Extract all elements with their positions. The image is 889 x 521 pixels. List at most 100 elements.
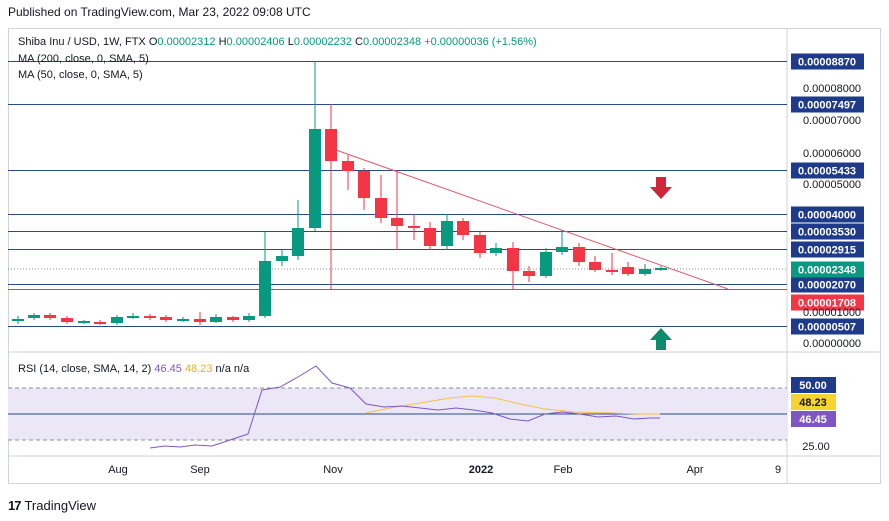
ma200-legend[interactable]: MA (200, close, 0, SMA, 5) <box>18 53 149 65</box>
level-badge-6 <box>791 276 864 293</box>
candle-3[interactable] <box>61 316 73 324</box>
x-tick-6: 9 <box>775 464 781 476</box>
rsi-ma-badge <box>791 394 836 410</box>
candle-25[interactable] <box>424 222 436 250</box>
resistance-label: 0.00001708 <box>798 298 856 310</box>
ma50-legend[interactable]: MA (50, close, 0, SMA, 5) <box>18 69 143 81</box>
candle-26[interactable] <box>441 214 453 250</box>
x-tick-0: Aug <box>108 464 128 476</box>
level-label-4: 0.00003530 <box>798 227 856 239</box>
level-badge-1 <box>791 96 864 113</box>
low-label: L <box>287 36 294 48</box>
rsi-25-tick: 25.00 <box>802 441 830 453</box>
x-tick-4: Feb <box>554 464 573 476</box>
candle-5[interactable] <box>94 320 106 325</box>
candle-19[interactable] <box>325 104 337 289</box>
candle-2[interactable] <box>44 313 56 320</box>
rsi-50-badge <box>791 377 836 393</box>
level-label-3: 0.00004000 <box>798 210 856 222</box>
candle-20[interactable] <box>342 155 354 190</box>
rsi-value-badge-text: 46.45 <box>799 414 827 426</box>
x-tick-5: Apr <box>686 464 703 476</box>
candle-7[interactable] <box>127 313 139 319</box>
candle-36[interactable] <box>606 253 618 275</box>
close-label: C <box>355 36 363 48</box>
candle-17[interactable] <box>292 200 304 260</box>
rsi-ma-badge-text: 48.23 <box>799 397 827 409</box>
y-tick-4: 0.00001000 <box>803 307 861 319</box>
candle-22[interactable] <box>375 175 387 223</box>
candle-0[interactable] <box>12 316 24 324</box>
chart-frame <box>8 28 881 484</box>
current-price-label: 0.00002348 <box>798 265 856 277</box>
candle-12[interactable] <box>210 314 222 323</box>
high-value: 0.00002406 <box>226 36 285 48</box>
candle-24[interactable] <box>408 214 420 240</box>
candle-9[interactable] <box>160 315 172 322</box>
level-label-1: 0.00007497 <box>798 100 856 112</box>
candle-34[interactable] <box>573 243 585 266</box>
descending-trendline[interactable] <box>335 149 729 290</box>
candle-35[interactable] <box>589 256 601 272</box>
rsi-legend[interactable]: RSI (14, close, SMA, 14, 2) 46.45 48.23 … <box>18 363 249 375</box>
candle-13[interactable] <box>227 316 239 322</box>
candle-33[interactable] <box>556 230 568 255</box>
candle-23[interactable] <box>391 170 403 250</box>
rsi-50-badge-text: 50.00 <box>799 380 827 392</box>
rsi-ma-line <box>365 395 660 415</box>
candle-29[interactable] <box>490 243 502 256</box>
low-value: 0.00002232 <box>293 36 352 48</box>
rsi-line <box>149 365 660 449</box>
down-arrow-icon <box>650 177 672 199</box>
level-badge-2 <box>791 162 864 179</box>
candle-39[interactable] <box>655 266 667 271</box>
x-tick-1: Sep <box>190 464 210 476</box>
candle-31[interactable] <box>523 266 535 282</box>
high-label: H <box>218 36 227 48</box>
level-badge-3 <box>791 206 864 223</box>
symbol-name: Shiba Inu / USD, 1W, FTX <box>18 36 146 48</box>
rsi-value: 46.45 <box>154 363 182 375</box>
rsi-label: RSI (14, close, SMA, 14, 2) <box>18 363 152 375</box>
candle-6[interactable] <box>111 315 123 325</box>
change-value: +0.00000036 (+1.56%) <box>424 36 537 48</box>
rsi-na-1: n/a <box>215 363 231 375</box>
candle-32[interactable] <box>540 248 552 278</box>
tradingview-mark-icon: 17 <box>8 498 22 513</box>
candle-14[interactable] <box>243 313 255 322</box>
level-label-5: 0.00002915 <box>798 245 856 257</box>
up-arrow-icon <box>650 328 672 350</box>
candle-11[interactable] <box>194 312 206 325</box>
close-value: 0.00002348 <box>363 36 422 48</box>
candle-28[interactable] <box>474 232 486 258</box>
candle-37[interactable] <box>622 262 634 276</box>
current-price-badge <box>791 261 864 278</box>
symbol-legend: Shiba Inu / USD, 1W, FTX O0.00002312 H0.… <box>18 36 537 48</box>
candle-30[interactable] <box>507 242 519 289</box>
level-label-2: 0.00005433 <box>798 166 856 178</box>
y-tick-5: 0.00000000 <box>803 338 861 350</box>
y-tick-1: 0.00007000 <box>803 115 861 127</box>
candle-15[interactable] <box>259 232 271 318</box>
tradingview-logo[interactable]: 17 TradingView <box>8 498 96 513</box>
candle-16[interactable] <box>276 250 288 266</box>
candle-21[interactable] <box>358 168 370 210</box>
level-label-6: 0.00002070 <box>798 280 856 292</box>
candle-1[interactable] <box>28 313 40 320</box>
tradingview-wordmark: TradingView <box>24 498 97 513</box>
candle-8[interactable] <box>144 314 156 320</box>
y-tick-2: 0.00006000 <box>803 148 861 160</box>
level-badge-4 <box>791 223 864 240</box>
x-tick-2: Nov <box>323 464 343 476</box>
rsi-na-2: n/a <box>233 363 250 375</box>
candle-4[interactable] <box>78 320 90 324</box>
rsi-ma-value: 48.23 <box>184 363 213 375</box>
level-badge-0 <box>791 53 864 70</box>
candle-18[interactable] <box>309 61 321 231</box>
candle-27[interactable] <box>457 218 469 240</box>
candle-10[interactable] <box>177 317 189 322</box>
candle-38[interactable] <box>639 264 651 276</box>
level-label-7: 0.00000507 <box>798 322 856 334</box>
level-label-0: 0.00008870 <box>798 57 856 69</box>
